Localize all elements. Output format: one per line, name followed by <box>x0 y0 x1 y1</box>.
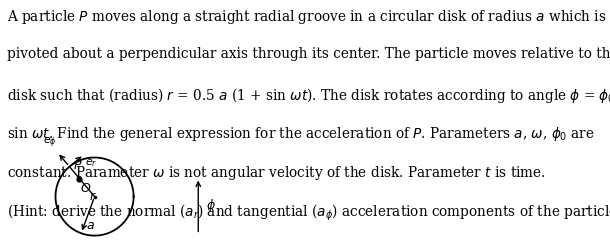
Text: disk such that (radius) $r$ = 0.5 $a$ (1 + sin $\omega t$). The disk rotates acc: disk such that (radius) $r$ = 0.5 $a$ (1… <box>7 86 610 105</box>
Text: constant. Parameter $\omega$ is not angular velocity of the disk. Parameter $t$ : constant. Parameter $\omega$ is not angu… <box>7 164 546 182</box>
Text: pivoted about a perpendicular axis through its center. The particle moves relati: pivoted about a perpendicular axis throu… <box>7 47 610 61</box>
Text: (Hint: derive the normal ($a_r$) and tangential ($a_\phi$) acceleration componen: (Hint: derive the normal ($a_r$) and tan… <box>7 203 610 223</box>
Text: $a$: $a$ <box>86 219 95 232</box>
Text: sin $\omega t$. Find the general expression for the acceleration of $P$. Paramet: sin $\omega t$. Find the general express… <box>7 125 595 143</box>
Text: $P$: $P$ <box>73 159 82 172</box>
Text: A particle $P$ moves along a straight radial groove in a circular disk of radius: A particle $P$ moves along a straight ra… <box>7 8 607 25</box>
Text: $r$: $r$ <box>89 190 97 203</box>
Text: $\phi$: $\phi$ <box>206 197 216 214</box>
Text: $e_\phi$: $e_\phi$ <box>43 136 57 150</box>
Text: $e_r$: $e_r$ <box>85 157 98 169</box>
Text: $O$: $O$ <box>80 182 91 195</box>
